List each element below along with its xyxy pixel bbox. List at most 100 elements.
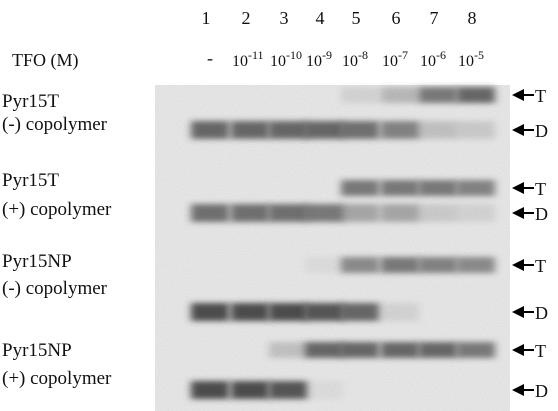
arrow-head: [512, 124, 524, 136]
band: [457, 180, 495, 196]
band: [231, 121, 269, 139]
band: [381, 204, 419, 222]
band: [341, 257, 379, 273]
arrow-head: [512, 207, 524, 219]
concentration: 10-5: [458, 48, 484, 70]
concentration-exp: -9: [322, 48, 332, 62]
band: [191, 121, 229, 139]
band: [341, 87, 379, 103]
concentration: 10-11: [232, 48, 264, 70]
band: [341, 121, 379, 139]
row-label: Pyr15NP: [2, 251, 72, 272]
band: [381, 257, 419, 273]
concentration-label: TFO (M): [12, 50, 79, 71]
concentration: 10-7: [382, 48, 408, 70]
band: [305, 342, 343, 358]
band: [305, 121, 343, 139]
lane-number: 3: [280, 8, 289, 28]
band: [419, 204, 457, 222]
band-marker: T: [535, 86, 546, 106]
band: [419, 257, 457, 273]
concentration: 10-10: [270, 48, 302, 70]
band: [457, 204, 495, 222]
band: [305, 257, 343, 273]
band: [191, 381, 229, 399]
band: [269, 342, 307, 358]
concentration-base: 10: [342, 53, 358, 70]
band: [231, 204, 269, 222]
lane-number: 5: [352, 8, 361, 28]
arrow-head: [512, 344, 524, 356]
row-label: (-) copolymer: [2, 114, 108, 135]
row-label: Pyr15T: [2, 170, 59, 191]
lane-number: 2: [242, 8, 251, 28]
lane-number: 8: [468, 8, 477, 28]
band: [341, 342, 379, 358]
concentration-base: 10: [458, 53, 474, 70]
arrow-head: [512, 89, 524, 101]
band: [381, 303, 419, 321]
lane-number: 7: [430, 8, 439, 28]
lane-number: 1: [202, 8, 211, 28]
band: [191, 303, 229, 321]
band-marker: D: [535, 121, 548, 141]
band: [305, 303, 343, 321]
band: [191, 204, 229, 222]
band: [457, 121, 495, 139]
row-label: Pyr15T: [2, 91, 59, 112]
concentration-base: 10: [382, 53, 398, 70]
band: [419, 87, 457, 103]
band-marker: T: [535, 256, 546, 276]
concentration: 10-9: [306, 48, 332, 70]
lane-number: 4: [316, 8, 325, 28]
row-label: Pyr15NP: [2, 340, 72, 361]
band: [231, 381, 269, 399]
concentration-base: 10: [306, 53, 322, 70]
band: [381, 180, 419, 196]
arrow-head: [512, 306, 524, 318]
band-marker: T: [535, 179, 546, 199]
band: [419, 121, 457, 139]
concentration-base: 10: [232, 53, 248, 70]
band-marker: D: [535, 204, 548, 224]
band: [231, 303, 269, 321]
concentration-exp: -7: [398, 48, 408, 62]
concentration: 10-8: [342, 48, 368, 70]
concentration-exp: -8: [358, 48, 368, 62]
concentration: -: [207, 48, 213, 68]
band: [419, 180, 457, 196]
band: [381, 121, 419, 139]
band: [381, 342, 419, 358]
concentration-base: 10: [270, 53, 286, 70]
concentration-exp: -11: [248, 48, 264, 62]
arrow-head: [512, 384, 524, 396]
concentration: 10-6: [420, 48, 446, 70]
band: [269, 381, 307, 399]
band: [269, 303, 307, 321]
band: [419, 342, 457, 358]
band: [457, 87, 495, 103]
concentration-exp: -10: [286, 48, 302, 62]
band: [457, 342, 495, 358]
row-label: (-) copolymer: [2, 278, 108, 299]
band: [305, 204, 343, 222]
row-label: (+) copolymer: [2, 368, 112, 389]
band: [341, 303, 379, 321]
band: [269, 121, 307, 139]
band: [305, 381, 343, 399]
row-label: (+) copolymer: [2, 199, 112, 220]
concentration-exp: -6: [436, 48, 446, 62]
arrow-head: [512, 259, 524, 271]
band: [341, 180, 379, 196]
arrow-head: [512, 182, 524, 194]
band-marker: T: [535, 341, 546, 361]
band: [341, 204, 379, 222]
concentration-base: 10: [420, 53, 436, 70]
band: [381, 87, 419, 103]
lane-number: 6: [392, 8, 401, 28]
band-marker: D: [535, 303, 548, 323]
band: [457, 257, 495, 273]
concentration-exp: -5: [474, 48, 484, 62]
